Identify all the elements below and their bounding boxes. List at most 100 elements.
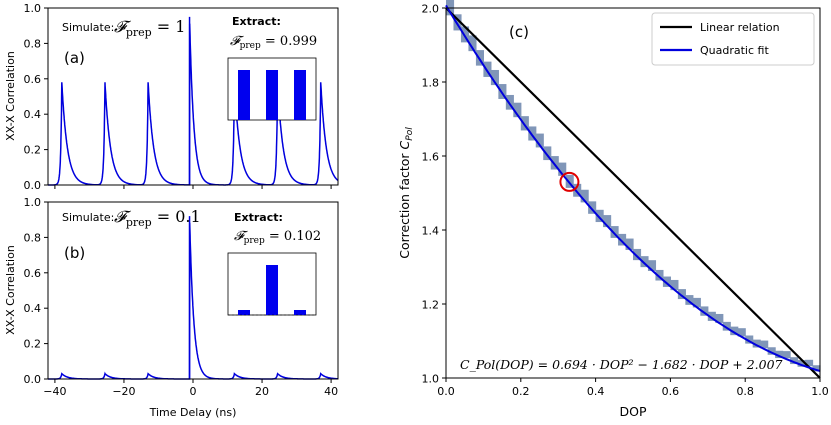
staircase-step	[760, 340, 769, 349]
staircase-step	[775, 350, 784, 359]
panel-a-label: (a)	[64, 49, 85, 67]
staircase-step	[812, 365, 821, 372]
staircase-step	[565, 174, 574, 188]
panel-c-label: (c)	[509, 23, 529, 41]
staircase-step	[752, 339, 761, 348]
staircase-step	[618, 233, 627, 246]
quadratic-fit-curve	[445, 4, 821, 372]
panel-b-xtick-label: −40	[43, 385, 66, 398]
staircase-step	[603, 215, 612, 228]
staircase-step	[520, 116, 529, 131]
staircase-step	[655, 269, 664, 281]
staircase-step	[528, 126, 537, 141]
staircase-step	[595, 209, 604, 223]
staircase-step	[453, 14, 462, 31]
panel-c-frame	[445, 7, 821, 379]
staircase-step	[573, 183, 582, 197]
staircase-step	[633, 248, 642, 261]
panel-b-ytick-label: 0.6	[24, 267, 42, 280]
panel-a-inset-title: Extract:	[232, 15, 281, 28]
panel-c-xtick-label: 0.8	[736, 385, 754, 398]
panel-b-inset-bar	[238, 310, 250, 315]
panel-b-inset-bar	[266, 265, 278, 315]
panel-a-simulate-math: 𝓕prep = 1	[114, 17, 185, 39]
panel-a-simulate-label: Simulate:	[62, 21, 114, 34]
panel-b-xtick-label: 40	[324, 385, 338, 398]
panel-a-inset-bar	[294, 70, 306, 120]
panel-a-ytick-label: 0.6	[24, 73, 42, 86]
panel-c-xtick-label: 0.0	[437, 385, 455, 398]
panel-c-ylabel: Correction factor CPol	[397, 127, 415, 259]
panel-a-ytick-label: 0.0	[24, 179, 42, 192]
staircase-step	[790, 357, 799, 365]
highlight-circle	[559, 171, 580, 192]
panel-a-inset-bar	[266, 70, 278, 120]
staircase-step	[460, 26, 470, 43]
panel-a-ytick-label: 0.8	[24, 37, 42, 50]
panel-b-ytick-label: 0.2	[24, 338, 42, 351]
panel-c-xtick-label: 1.0	[811, 385, 829, 398]
panel-b-ytick-label: 0.0	[24, 373, 42, 386]
staircase-step	[505, 94, 514, 110]
staircase-step	[483, 61, 492, 77]
staircase-step	[745, 335, 754, 344]
staircase-step	[490, 69, 499, 86]
legend-box	[651, 12, 815, 66]
staircase-step	[782, 351, 791, 359]
linear-relation-line	[445, 7, 821, 379]
staircase-step	[550, 156, 559, 170]
panel-a-ylabel: XX-X Correlation	[4, 51, 17, 141]
panel-a-ytick-label: 0.4	[24, 108, 42, 121]
staircase-step	[580, 189, 589, 203]
panel-b-ytick-label: 1.0	[24, 196, 42, 209]
staircase-step	[692, 297, 701, 308]
staircase-step	[498, 84, 507, 99]
panel-c-ytick-label: 2.0	[422, 3, 440, 16]
staircase-step	[610, 226, 619, 238]
panel-b-inset-math: 𝓕prep = 0.102	[234, 229, 321, 246]
panel-a-inset-bar	[238, 70, 250, 120]
panel-a-ytick-label: 0.2	[24, 144, 42, 157]
legend-linear-label: Linear relation	[700, 21, 780, 34]
staircase-step	[535, 133, 544, 148]
fit-equation: C_Pol(DOP) = 0.694 · DOP² − 1.682 · DOP …	[460, 357, 783, 372]
staircase-step	[513, 102, 522, 118]
panel-b-simulate-label: Simulate:	[62, 211, 114, 224]
staircase-step	[707, 311, 716, 321]
panel-c-xtick-label: 0.4	[587, 385, 605, 398]
panel-b-simulate-math: 𝓕prep = 0.1	[114, 207, 201, 229]
staircase-step	[730, 326, 739, 336]
staircase-step	[543, 146, 552, 161]
panel-c: 1.0 1.2 1.4 1.6 1.8 2.0 0.0 0.2 0.4 0.6 0.8 1.0 DO…	[397, 0, 829, 419]
staircase-step	[797, 360, 806, 367]
staircase-step	[737, 328, 746, 337]
staircase-step	[647, 260, 657, 271]
panel-a: 0.0 0.2 0.4 0.6 0.8 1.0 XX-X Correlation Simu…	[4, 2, 339, 192]
panel-a-ytick-label: 1.0	[24, 2, 42, 15]
staircase-step	[662, 276, 671, 287]
staircase-step	[805, 359, 814, 367]
panel-b-xtick-label: 0	[190, 385, 197, 398]
staircase-step	[625, 238, 634, 250]
staircase-step	[558, 162, 567, 176]
panel-b-xtick-label: 20	[255, 385, 269, 398]
staircase-step	[767, 347, 776, 355]
panel-b: 0.0 0.2 0.4 0.6 0.8 1.0 −40 −20 0 20 40 XX-X Corr…	[4, 196, 339, 419]
staircase-step	[700, 306, 709, 316]
staircase-step	[677, 289, 686, 300]
staircase-step	[715, 313, 724, 323]
panel-c-ytick-label: 1.0	[422, 373, 440, 386]
staircase-step	[475, 50, 484, 66]
panel-b-inset-bar	[294, 310, 306, 315]
staircase-step	[722, 321, 731, 331]
panel-b-ylabel: XX-X Correlation	[4, 245, 17, 335]
panel-c-ytick-label: 1.6	[422, 151, 440, 164]
panel-b-xtick-label: −20	[112, 385, 135, 398]
panel-c-ytick-label: 1.4	[422, 225, 440, 238]
panel-a-inset-math: 𝓕prep = 0.999	[230, 34, 317, 51]
legend: Linear relation Quadratic fit	[651, 12, 815, 66]
staircase-step	[588, 201, 597, 214]
panel-b-xlabel: Time Delay (ns)	[149, 406, 237, 419]
panel-c-ytick-label: 1.2	[422, 299, 440, 312]
